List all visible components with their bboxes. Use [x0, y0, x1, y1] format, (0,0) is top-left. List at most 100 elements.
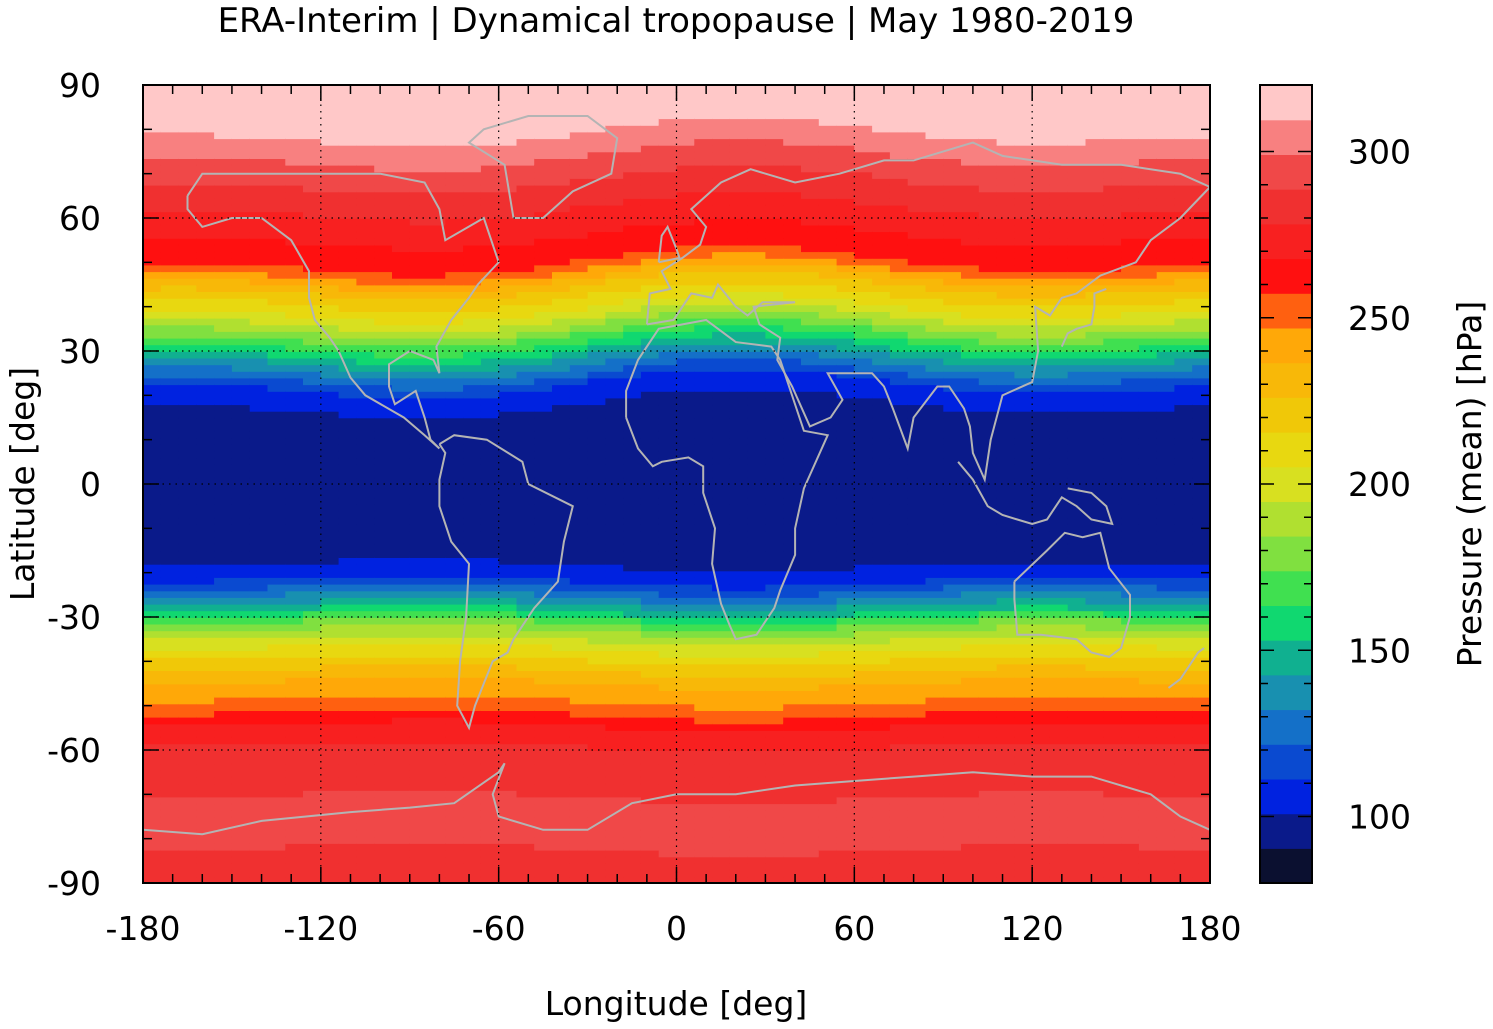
heatmap-cell [569, 457, 589, 465]
heatmap-cell [409, 643, 429, 652]
heatmap-cell [516, 696, 536, 705]
heatmap-cell [320, 184, 340, 193]
heatmap-cell [569, 218, 589, 226]
heatmap-cell [267, 750, 287, 758]
heatmap-cell [712, 105, 731, 113]
heatmap-cell [303, 457, 322, 465]
heatmap-cell [392, 517, 411, 525]
heatmap-cell [374, 510, 393, 519]
heatmap-cell [178, 557, 198, 565]
heatmap-cell [178, 796, 198, 805]
heatmap-cell [854, 450, 873, 459]
heatmap-cell [427, 158, 447, 166]
heatmap-cell [160, 650, 180, 658]
heatmap-cell [267, 404, 287, 412]
heatmap-cell [267, 783, 287, 791]
heatmap-cell [143, 829, 162, 838]
heatmap-cell [658, 144, 678, 153]
heatmap-cell [747, 211, 767, 219]
heatmap-cell [694, 829, 713, 838]
heatmap-cell [445, 583, 464, 592]
heatmap-cell [640, 703, 660, 711]
heatmap-cell [552, 384, 571, 392]
heatmap-cell [747, 683, 767, 691]
heatmap-cell [836, 623, 856, 632]
heatmap-cell [480, 238, 500, 246]
heatmap-cell [285, 131, 304, 140]
heatmap-cell [605, 324, 624, 332]
heatmap-cell [552, 184, 571, 193]
heatmap-cell [783, 563, 802, 572]
heatmap-cell [285, 397, 304, 406]
heatmap-cell [480, 809, 500, 818]
heatmap-cell [836, 191, 856, 199]
heatmap-cell [854, 703, 873, 711]
heatmap-cell [320, 550, 340, 558]
heatmap-cell [480, 756, 500, 765]
heatmap-cell [658, 789, 678, 798]
heatmap-cell [392, 98, 411, 106]
heatmap-cell [392, 683, 411, 691]
heatmap-cell [552, 723, 571, 731]
heatmap-cell [267, 384, 287, 392]
heatmap-cell [516, 85, 536, 93]
heatmap-cell [801, 198, 820, 206]
heatmap-cell [356, 484, 375, 492]
heatmap-cell [196, 636, 215, 645]
heatmap-cell [338, 324, 358, 332]
heatmap-cell [303, 464, 322, 472]
heatmap-cell [765, 251, 784, 259]
heatmap-cell [392, 244, 411, 253]
heatmap-cell [143, 623, 162, 632]
heatmap-cell [463, 410, 482, 419]
heatmap-cell [765, 384, 784, 392]
heatmap-cell [676, 484, 696, 492]
heatmap-cell [729, 863, 749, 871]
heatmap-cell [160, 683, 180, 691]
heatmap-cell [854, 470, 873, 479]
heatmap-cell [338, 803, 358, 811]
heatmap-cell [552, 670, 571, 678]
heatmap-cell [623, 291, 642, 299]
heatmap-cell [249, 224, 269, 233]
heatmap-cell [872, 716, 891, 725]
heatmap-cell [676, 656, 696, 665]
heatmap-cell [569, 257, 589, 266]
heatmap-cell [729, 823, 749, 831]
heatmap-cell [747, 676, 767, 685]
heatmap-cell [303, 763, 322, 771]
heatmap-cell [534, 370, 553, 379]
heatmap-cell [729, 238, 749, 246]
heatmap-cell [552, 663, 571, 671]
heatmap-cell [267, 457, 287, 465]
heatmap-cell [356, 397, 375, 406]
heatmap-cell [587, 257, 607, 266]
heatmap-cell [658, 231, 678, 239]
heatmap-cell [303, 776, 322, 785]
heatmap-cell [765, 670, 784, 678]
heatmap-cell [303, 736, 322, 745]
heatmap-cell [712, 184, 731, 193]
heatmap-cell [729, 816, 749, 824]
heatmap-cell [552, 331, 571, 339]
heatmap-cell [196, 118, 215, 126]
heatmap-cell [658, 776, 678, 785]
heatmap-cell [516, 251, 536, 259]
heatmap-cell [801, 377, 820, 386]
heatmap-cell [676, 257, 696, 266]
heatmap-cell [783, 869, 802, 878]
heatmap-cell [214, 849, 233, 858]
heatmap-cell [640, 876, 660, 883]
heatmap-cell [836, 863, 856, 871]
heatmap-cell [374, 610, 393, 618]
heatmap-cell [356, 198, 375, 206]
heatmap-cell [729, 776, 749, 785]
heatmap-cell [285, 410, 304, 419]
heatmap-cell [783, 151, 802, 159]
heatmap-cell [285, 324, 304, 332]
heatmap-cell [818, 138, 838, 146]
heatmap-cell [747, 750, 767, 758]
heatmap-cell [694, 437, 713, 445]
heatmap-cell [303, 450, 322, 459]
heatmap-cell [658, 105, 678, 113]
